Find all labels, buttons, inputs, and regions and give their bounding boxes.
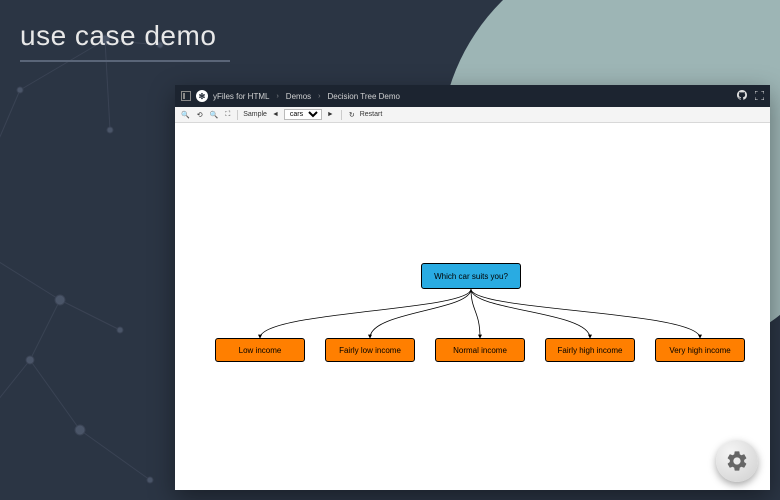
tree-root-node[interactable]: Which car suits you? bbox=[421, 263, 521, 289]
fit-content-icon[interactable]: ⛶ bbox=[223, 111, 232, 119]
sample-next-icon[interactable]: ► bbox=[325, 111, 336, 118]
page-title: use case demo bbox=[20, 20, 230, 52]
zoom-out-icon[interactable]: 🔍 bbox=[208, 111, 221, 119]
fullscreen-icon[interactable] bbox=[755, 91, 764, 102]
diagram-edges bbox=[175, 123, 770, 490]
breadcrumb-demos[interactable]: Demos bbox=[286, 92, 311, 101]
restart-icon[interactable]: ↻ bbox=[347, 111, 357, 119]
tree-child-node-1[interactable]: Fairly low income bbox=[325, 338, 415, 362]
breadcrumb-current: Decision Tree Demo bbox=[327, 92, 399, 101]
chevron-right-icon: › bbox=[318, 93, 320, 100]
app-window: ✻ yFiles for HTML › Demos › Decision Tre… bbox=[175, 85, 770, 490]
chevron-right-icon: › bbox=[276, 93, 278, 100]
zoom-original-icon[interactable]: ⟲ bbox=[195, 111, 205, 119]
restart-label[interactable]: Restart bbox=[360, 111, 383, 118]
app-toolbar: 🔍 ⟲ 🔍 ⛶ Sample ◄ cars ► ↻ Restart bbox=[175, 107, 770, 123]
toolbar-separator bbox=[341, 110, 342, 120]
app-titlebar: ✻ yFiles for HTML › Demos › Decision Tre… bbox=[175, 85, 770, 107]
settings-button[interactable] bbox=[716, 440, 758, 482]
toolbar-separator bbox=[237, 110, 238, 120]
tree-child-node-0[interactable]: Low income bbox=[215, 338, 305, 362]
page-title-underline bbox=[20, 60, 230, 62]
tree-child-node-2[interactable]: Normal income bbox=[435, 338, 525, 362]
diagram-canvas[interactable]: Which car suits you? Low income Fairly low… bbox=[175, 123, 770, 490]
brand-logo-icon: ✻ bbox=[196, 90, 208, 102]
sample-label: Sample bbox=[243, 111, 267, 118]
sidebar-toggle-icon[interactable] bbox=[181, 91, 191, 101]
zoom-in-icon[interactable]: 🔍 bbox=[179, 111, 192, 119]
breadcrumb-product[interactable]: yFiles for HTML bbox=[213, 92, 269, 101]
gear-icon bbox=[725, 449, 749, 473]
tree-child-node-4[interactable]: Very high income bbox=[655, 338, 745, 362]
sample-prev-icon[interactable]: ◄ bbox=[270, 111, 281, 118]
sample-select[interactable]: cars bbox=[284, 109, 322, 120]
github-icon[interactable] bbox=[737, 90, 747, 102]
tree-child-node-3[interactable]: Fairly high income bbox=[545, 338, 635, 362]
